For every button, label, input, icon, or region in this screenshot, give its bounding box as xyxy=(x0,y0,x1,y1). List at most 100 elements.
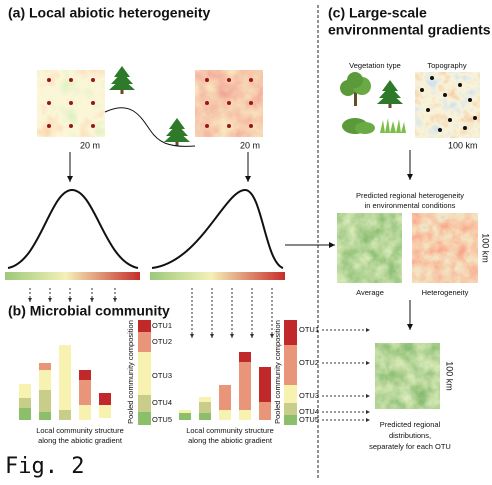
bar-segment xyxy=(219,410,231,420)
bar-segment xyxy=(79,370,91,380)
bar-segment xyxy=(19,384,31,398)
bar-segment xyxy=(199,397,211,402)
caption: Local community structure xyxy=(36,426,124,435)
bar-segment xyxy=(239,362,251,410)
sample-point xyxy=(47,124,51,128)
axis-label: Pooled community composition xyxy=(126,320,135,424)
bar-segment xyxy=(239,410,251,420)
scale-label: 100 km xyxy=(448,140,478,150)
bar-segment xyxy=(284,385,297,403)
axis-label: Pooled community composition xyxy=(273,320,282,424)
bar-segment xyxy=(284,403,297,415)
bar-segment xyxy=(138,320,151,332)
sample-point xyxy=(91,78,95,82)
gradient-bar xyxy=(5,272,140,280)
sample-point xyxy=(69,78,73,82)
caption: distributions, xyxy=(389,431,431,440)
otu-label: OTU4 xyxy=(152,398,172,407)
sampling-arrows xyxy=(28,288,274,338)
bar-segment xyxy=(179,410,191,413)
sample-points xyxy=(420,76,477,132)
sample-point xyxy=(249,101,253,105)
bar-segment xyxy=(199,413,211,420)
gradient-bar xyxy=(150,272,285,280)
otu-label: OTU1 xyxy=(152,321,172,330)
sample-point xyxy=(205,78,209,82)
sample-point xyxy=(205,101,209,105)
map-label: Average xyxy=(356,288,384,297)
bar-segment xyxy=(199,402,211,413)
otu-label: OTU3 xyxy=(152,371,172,380)
bar-segment xyxy=(39,390,51,412)
panel-title: (b) Microbial community xyxy=(8,303,170,319)
sample-points xyxy=(47,78,253,128)
sample-point xyxy=(91,124,95,128)
scale-label: 100 km xyxy=(445,361,455,391)
bar-segment xyxy=(99,405,111,418)
bar-segment xyxy=(59,345,71,410)
sample-point xyxy=(227,78,231,82)
caption: Predicted regional xyxy=(380,420,441,429)
bar-segment xyxy=(138,412,151,425)
bar-segment xyxy=(19,398,31,408)
bar-segment xyxy=(99,393,111,405)
otu-label: OTU1 xyxy=(299,325,319,334)
bar-segment xyxy=(79,380,91,405)
bar-segment xyxy=(219,385,231,410)
panel-title: environmental gradients xyxy=(328,22,491,38)
sample-point xyxy=(205,124,209,128)
bar-segment xyxy=(138,332,151,352)
bar-segment xyxy=(39,370,51,390)
bar-segment xyxy=(59,410,71,420)
bar-segment xyxy=(79,405,91,420)
panel-title: (c) Large-scale xyxy=(328,5,427,21)
sample-point xyxy=(227,101,231,105)
otu-label: OTU2 xyxy=(299,358,319,367)
bar-segment xyxy=(284,415,297,425)
vegetation-icons xyxy=(340,72,406,134)
caption: Predicted regional heterogeneity xyxy=(356,191,464,200)
caption: along the abiotic gradient xyxy=(188,436,273,445)
sample-point xyxy=(227,124,231,128)
density-curve xyxy=(7,188,139,269)
sample-point xyxy=(47,78,51,82)
otu-label: OTU5 xyxy=(152,415,172,424)
sample-point xyxy=(69,124,73,128)
bar-segment xyxy=(179,413,191,420)
bar-segment xyxy=(259,402,271,420)
otu-label: OTU4 xyxy=(299,407,319,416)
scale-label: 100 km xyxy=(481,233,491,263)
average-map xyxy=(337,213,402,283)
sample-point xyxy=(91,101,95,105)
figure-label: Fig. 2 xyxy=(5,454,84,479)
tree-icon xyxy=(109,66,135,94)
sample-point xyxy=(249,78,253,82)
topography-map xyxy=(415,72,480,138)
label: Vegetation type xyxy=(349,61,401,70)
caption: along the abiotic gradient xyxy=(38,436,123,445)
bar-segment xyxy=(239,352,251,362)
bar-segment xyxy=(39,412,51,420)
map-label: Heterogeneity xyxy=(422,288,469,297)
bar-segment xyxy=(259,367,271,402)
heterogeneity-map xyxy=(412,213,478,283)
otu-label: OTU5 xyxy=(299,415,319,424)
otu-label: OTU3 xyxy=(299,391,319,400)
slope xyxy=(104,107,196,147)
sample-point xyxy=(249,124,253,128)
community-bars xyxy=(19,320,297,425)
sample-point xyxy=(69,101,73,105)
bar-segment xyxy=(138,352,151,395)
panel-title: (a) Local abiotic heterogeneity xyxy=(8,5,210,21)
sample-point xyxy=(47,101,51,105)
distribution-map xyxy=(375,343,440,409)
bar-segment xyxy=(138,395,151,412)
bar-segment xyxy=(39,363,51,370)
otu-label: OTU2 xyxy=(152,337,172,346)
bar-segment xyxy=(19,408,31,420)
caption: in environmental conditions xyxy=(365,201,456,210)
bar-segment xyxy=(284,320,297,345)
tree-icon xyxy=(164,118,190,146)
